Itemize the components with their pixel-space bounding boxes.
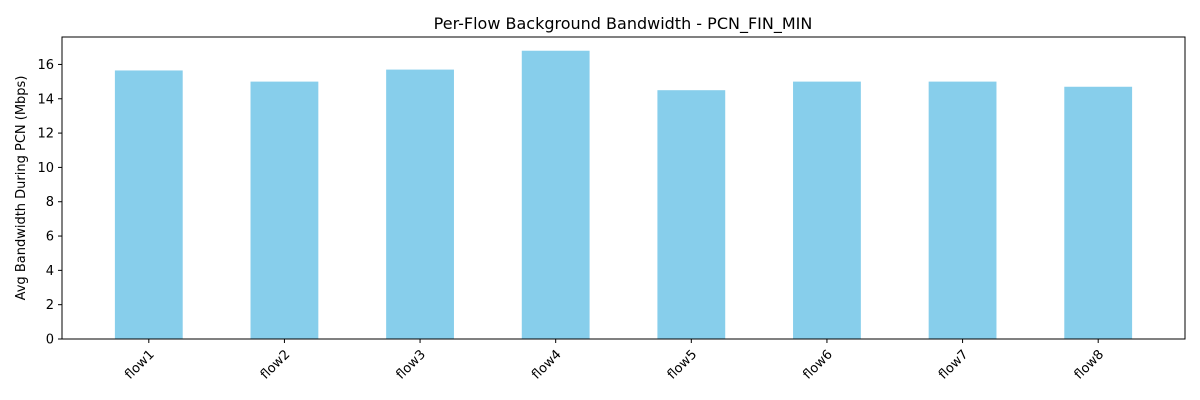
y-tick-label: 14 xyxy=(37,92,54,107)
bar-flow8 xyxy=(1064,86,1133,339)
x-tick-label: flow2 xyxy=(258,347,293,382)
plot-frame xyxy=(61,36,1186,340)
y-tick-label: 12 xyxy=(37,127,54,142)
bar-flow2 xyxy=(250,81,319,340)
bar-flow5 xyxy=(657,90,726,339)
y-tick-label: 8 xyxy=(46,195,54,210)
x-tick-label: flow7 xyxy=(936,347,971,382)
y-tick-label: 2 xyxy=(46,298,54,313)
y-tick-label: 10 xyxy=(37,161,54,176)
bar-flow4 xyxy=(521,50,590,339)
x-tick-label: flow5 xyxy=(665,347,700,382)
x-tick-label: flow4 xyxy=(529,347,564,382)
x-tick-label: flow1 xyxy=(122,347,157,382)
x-tick-label: flow3 xyxy=(393,347,428,382)
y-tick-label: 16 xyxy=(37,58,54,73)
plot-area: 0 2 4 6 8 10 12 14 16 flow1 flow2 flow3 flow4 flow5 fl… xyxy=(37,50,1133,383)
bar-flow7 xyxy=(928,81,997,340)
y-tick-label: 6 xyxy=(46,230,54,245)
y-tick-label: 0 xyxy=(46,333,54,348)
y-tick-label: 4 xyxy=(46,264,54,279)
x-tick-label: flow8 xyxy=(1072,347,1107,382)
bar-flow6 xyxy=(793,81,861,340)
bar-flow1 xyxy=(114,70,183,340)
chart-title: Per-Flow Background Bandwidth - PCN_FIN_… xyxy=(434,14,813,34)
y-axis-title: Avg Bandwidth During PCN (Mbps) xyxy=(14,76,29,301)
bar-flow3 xyxy=(386,69,454,339)
x-tick-label: flow6 xyxy=(800,347,835,382)
